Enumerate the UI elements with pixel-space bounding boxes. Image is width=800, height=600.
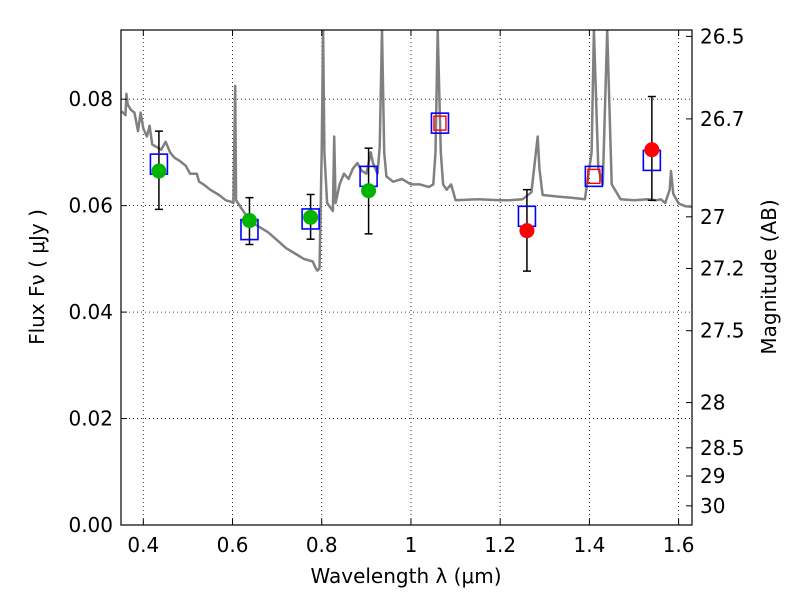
data-point-circle (361, 183, 377, 199)
x-tick-label: 1.4 (573, 533, 605, 557)
ticks: 0.4 0.6 0.8 1 1.2 1.4 1.6 0.00 0.02 0.04 0.06 0.08 2… (68, 24, 744, 557)
x-axis-label: Wavelength λ (μm) (310, 564, 501, 588)
y-tick-label: 0.00 (68, 513, 113, 537)
right-tick-label: 30 (700, 494, 725, 518)
x-tick-label: 1.2 (484, 533, 516, 557)
plot-background (121, 30, 692, 525)
data-point-square (430, 112, 450, 134)
right-tick-label: 26.7 (700, 107, 745, 131)
y-tick-label: 0.02 (68, 407, 113, 431)
x-tick-label: 0.8 (306, 533, 338, 557)
y-tick-label: 0.06 (68, 194, 113, 218)
x-tick-label: 0.4 (127, 533, 159, 557)
x-tick-label: 1.6 (663, 533, 695, 557)
right-tick-label: 27.2 (700, 256, 745, 280)
y-axis-label: Flux Fν ( μJy ) (25, 209, 49, 345)
x-tick-label: 1 (405, 533, 418, 557)
right-tick-label: 27 (700, 205, 725, 229)
right-tick-label: 29 (700, 464, 725, 488)
x-tick-label: 0.6 (217, 533, 249, 557)
grid (121, 30, 692, 526)
data-point-circle (151, 163, 167, 179)
marks-layer (149, 95, 662, 272)
data-point-small-square (587, 168, 601, 185)
plot-frame (120, 29, 693, 526)
y-tick-label: 0.04 (68, 300, 113, 324)
right-tick-label: 26.5 (700, 24, 745, 48)
data-point-square (301, 208, 320, 230)
data-point-square (584, 165, 604, 188)
data-point-circle (644, 142, 660, 158)
right-tick-label: 28 (700, 391, 725, 415)
data-point-circle (519, 223, 535, 239)
y-tick-label: 0.08 (68, 87, 113, 111)
data-point-circle (241, 213, 257, 229)
right-tick-label: 27.5 (700, 319, 745, 343)
data-point-circle (303, 209, 319, 225)
data-point-small-square (433, 115, 447, 131)
right-tick-label: 28.5 (700, 436, 745, 460)
right-axis-label: Magnitude (AB) (757, 199, 781, 354)
